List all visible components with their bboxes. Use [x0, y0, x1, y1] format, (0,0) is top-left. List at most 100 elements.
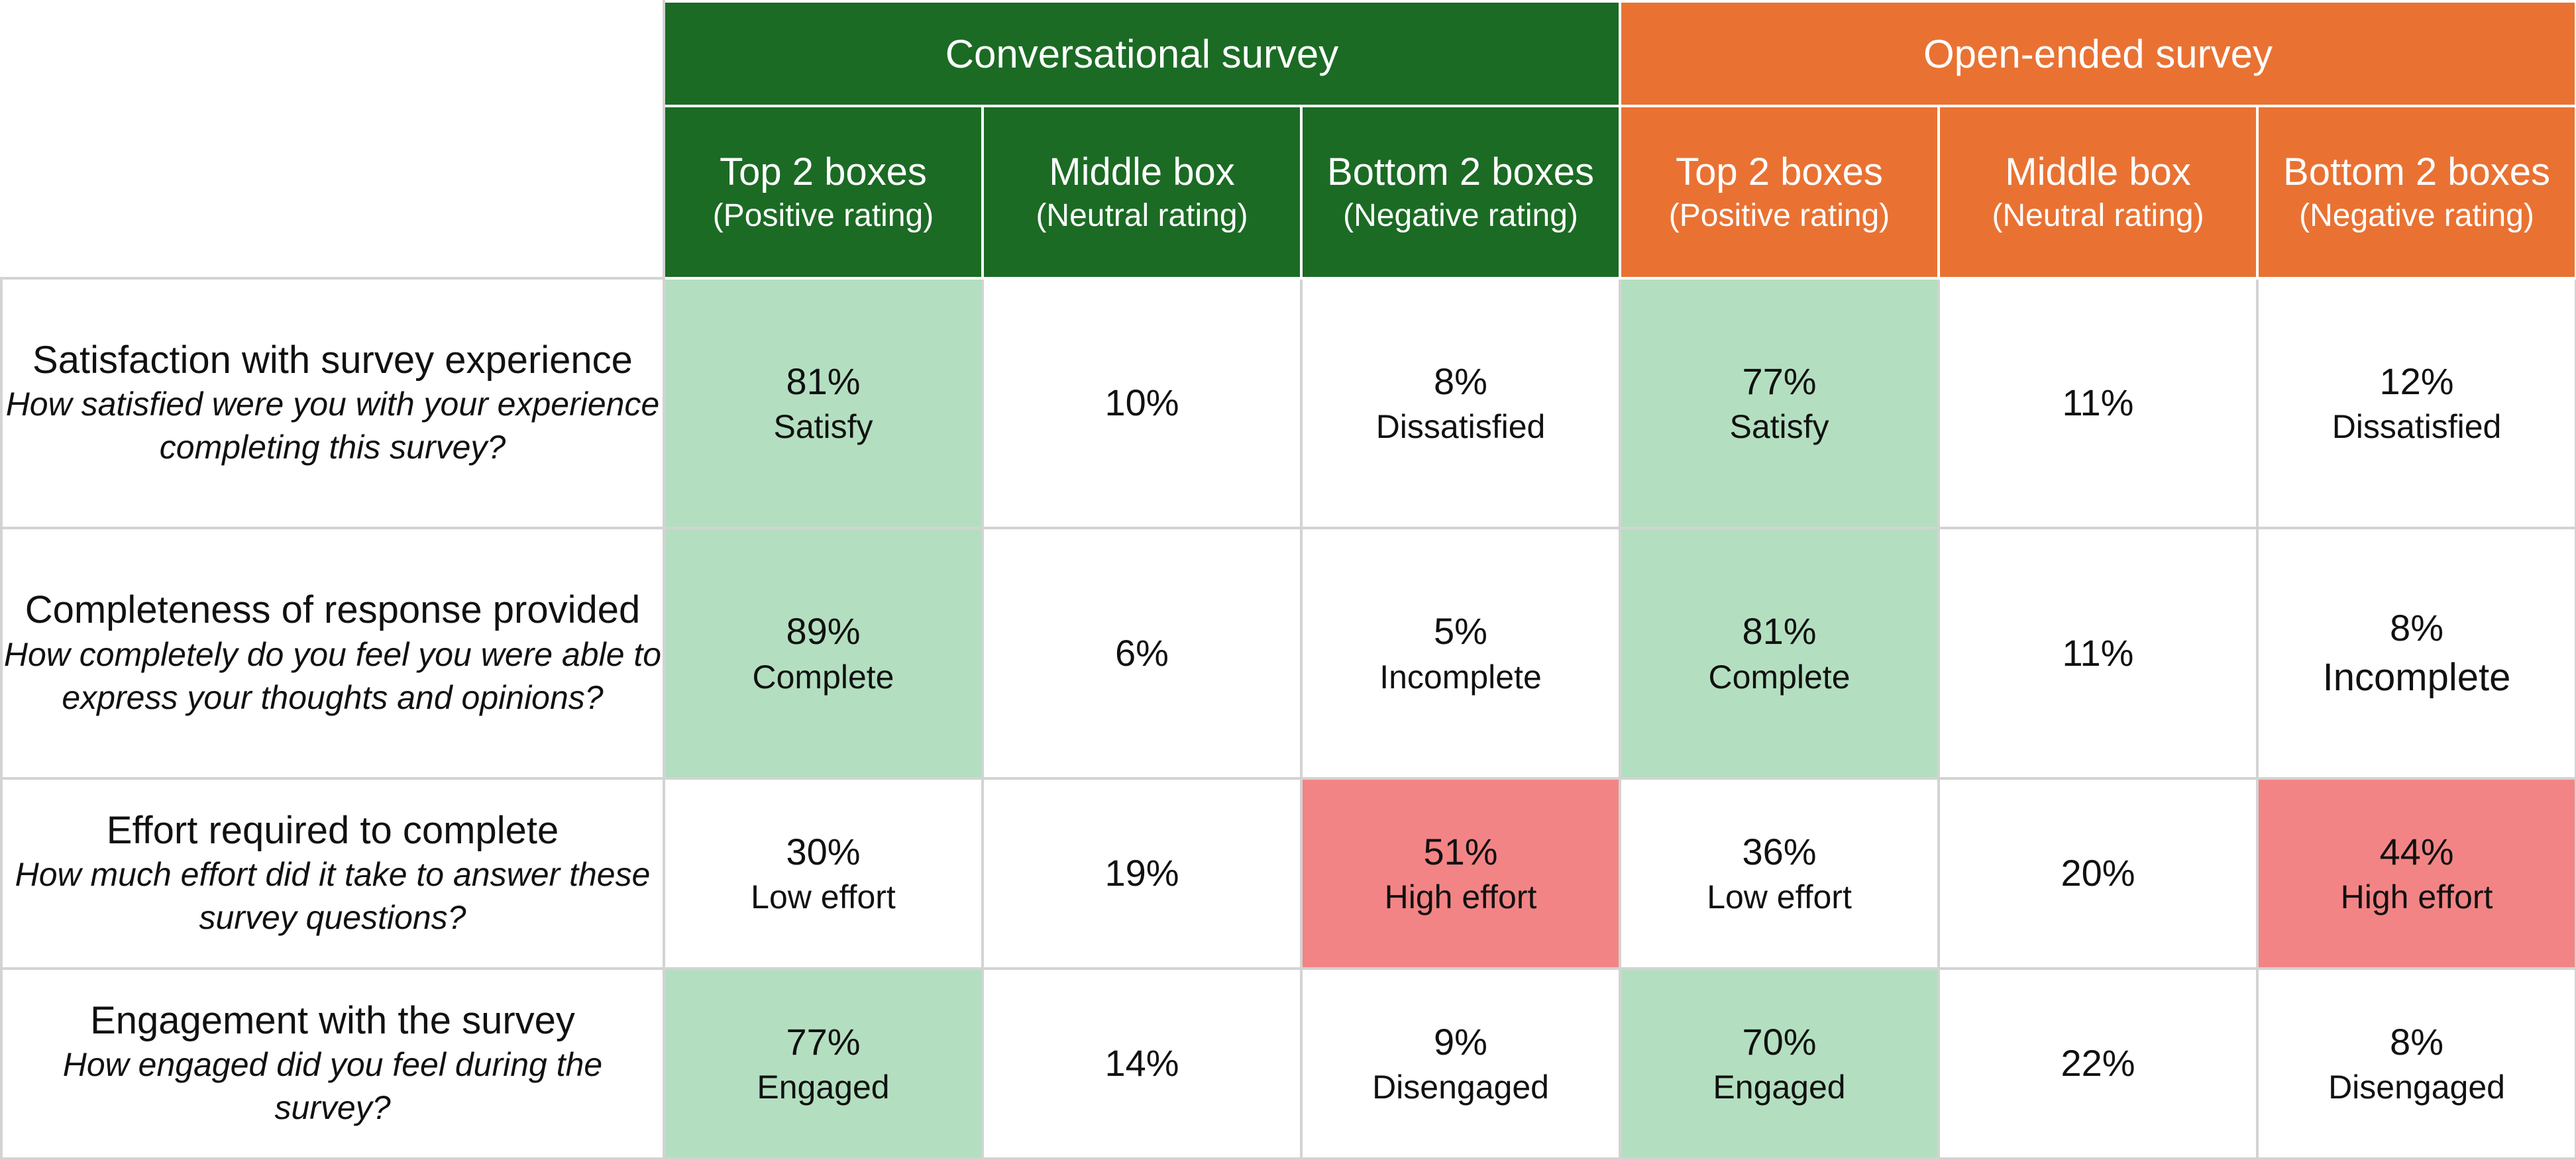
value-percent: 5%	[1434, 610, 1487, 653]
metric-label-cell: Engagement with the survey How engaged d…	[0, 967, 665, 1160]
value-percent: 81%	[1742, 610, 1817, 653]
value-percent: 8%	[2390, 1020, 2443, 1063]
subcolumn-header-row: Top 2 boxes (Positive rating) Middle box…	[1, 105, 2576, 280]
value-label: Engaged	[1713, 1069, 1846, 1106]
subheader-conversational-middle: Middle box (Neutral rating)	[981, 105, 1303, 280]
value-label: Dissatisfied	[1375, 408, 1546, 446]
value-cell: 44% High effort	[2256, 777, 2576, 970]
group-header-conversational: Conversational survey	[662, 0, 1622, 107]
value-percent: 8%	[2390, 606, 2443, 649]
value-percent: 22%	[2061, 1042, 2135, 1084]
value-label: Low effort	[1707, 878, 1852, 916]
value-percent: 9%	[1434, 1020, 1487, 1063]
value-cell: 8% Incomplete	[2256, 527, 2576, 780]
subheader-title: Middle box	[2005, 150, 2191, 193]
value-percent: 36%	[1742, 830, 1817, 872]
subheader-subtitle: (Negative rating)	[2299, 198, 2534, 234]
value-percent: 51%	[1423, 830, 1498, 872]
value-percent: 14%	[1104, 1042, 1179, 1084]
subheader-title: Bottom 2 boxes	[2283, 150, 2551, 193]
value-cell: 5% Incomplete	[1299, 527, 1622, 780]
group-header-row: Conversational survey Open-ended survey	[1, 0, 2576, 280]
subheader-subtitle: (Positive rating)	[1668, 198, 1890, 234]
value-cell: 9% Disengaged	[1299, 967, 1622, 1160]
value-label: Dissatisfied	[2332, 408, 2502, 446]
value-cell: 11%	[1937, 527, 2259, 780]
metric-question: How much effort did it take to answer th…	[15, 856, 651, 937]
value-percent: 44%	[2379, 830, 2454, 872]
metric-question: How engaged did you feel during the surv…	[62, 1046, 603, 1127]
value-label: High effort	[1384, 878, 1537, 916]
value-cell: 70% Engaged	[1619, 967, 1941, 1160]
value-percent: 70%	[1742, 1020, 1817, 1063]
value-label: High effort	[2340, 878, 2493, 916]
metric-label-cell: Completeness of response provided How co…	[0, 527, 665, 780]
subheader-title: Bottom 2 boxes	[1327, 150, 1594, 193]
metric-label-cell: Effort required to complete How much eff…	[0, 777, 665, 970]
value-percent: 12%	[2379, 360, 2454, 402]
value-cell: 14%	[981, 967, 1303, 1160]
subheader-title: Top 2 boxes	[720, 150, 927, 193]
metric-title: Effort required to complete	[106, 808, 559, 852]
metric-label-cell: Satisfaction with survey experience How …	[0, 277, 665, 529]
value-cell: 30% Low effort	[663, 777, 984, 970]
subheader-conversational-bottom: Bottom 2 boxes (Negative rating)	[1299, 105, 1622, 280]
value-cell: 6%	[981, 527, 1303, 780]
value-cell: 12% Dissatisfied	[2256, 277, 2576, 529]
value-cell: 19%	[981, 777, 1303, 970]
subheader-subtitle: (Neutral rating)	[1992, 198, 2204, 234]
table-row: Effort required to complete How much eff…	[0, 777, 2576, 970]
value-label: Satisfy	[1729, 408, 1829, 446]
value-cell: 8% Disengaged	[2256, 967, 2576, 1160]
subheader-open-ended-middle: Middle box (Neutral rating)	[1937, 105, 2259, 280]
value-cell: 51% High effort	[1299, 777, 1622, 970]
value-label: Disengaged	[2328, 1069, 2505, 1106]
value-label: Incomplete	[2322, 655, 2511, 699]
metric-title: Engagement with the survey	[90, 998, 575, 1042]
value-percent: 89%	[786, 610, 861, 653]
value-percent: 19%	[1104, 852, 1179, 894]
value-cell: 89% Complete	[663, 527, 984, 780]
value-label: Low effort	[751, 878, 896, 916]
value-cell: 36% Low effort	[1619, 777, 1941, 970]
value-percent: 11%	[2062, 382, 2134, 424]
value-percent: 20%	[2061, 852, 2135, 894]
value-cell: 11%	[1937, 277, 2259, 529]
value-percent: 6%	[1115, 631, 1169, 674]
value-percent: 10%	[1104, 382, 1179, 424]
metric-title: Satisfaction with survey experience	[32, 338, 633, 382]
value-percent: 8%	[1434, 360, 1487, 402]
value-label: Complete	[1708, 658, 1851, 696]
subheader-open-ended-bottom: Bottom 2 boxes (Negative rating)	[2256, 105, 2576, 280]
subheader-conversational-top: Top 2 boxes (Positive rating)	[663, 105, 984, 280]
value-percent: 77%	[786, 1020, 861, 1063]
table-row: Satisfaction with survey experience How …	[0, 277, 2576, 529]
subheader-title: Middle box	[1049, 150, 1235, 193]
metric-question: How completely do you feel you were able…	[3, 635, 662, 716]
metric-title: Completeness of response provided	[25, 588, 641, 632]
value-label: Incomplete	[1379, 658, 1542, 696]
value-cell: 77% Satisfy	[1619, 277, 1941, 529]
value-cell: 77% Engaged	[663, 967, 984, 1160]
corner-blank-cell	[1, 1, 665, 280]
subheader-subtitle: (Positive rating)	[712, 198, 934, 234]
value-label: Engaged	[757, 1069, 890, 1106]
value-cell: 8% Dissatisfied	[1299, 277, 1622, 529]
value-percent: 30%	[786, 830, 861, 872]
table-row: Engagement with the survey How engaged d…	[0, 967, 2576, 1160]
value-percent: 77%	[1742, 360, 1817, 402]
subheader-subtitle: (Negative rating)	[1343, 198, 1578, 234]
group-header-open-ended: Open-ended survey	[1619, 0, 2576, 107]
value-cell: 10%	[981, 277, 1303, 529]
value-cell: 20%	[1937, 777, 2259, 970]
value-cell: 22%	[1937, 967, 2259, 1160]
value-cell: 81% Complete	[1619, 527, 1941, 780]
subheader-title: Top 2 boxes	[1676, 150, 1883, 193]
value-percent: 11%	[2062, 631, 2134, 674]
value-percent: 81%	[786, 360, 861, 402]
table-row: Completeness of response provided How co…	[0, 527, 2576, 780]
subheader-open-ended-top: Top 2 boxes (Positive rating)	[1619, 105, 1941, 280]
value-label: Disengaged	[1372, 1069, 1549, 1106]
